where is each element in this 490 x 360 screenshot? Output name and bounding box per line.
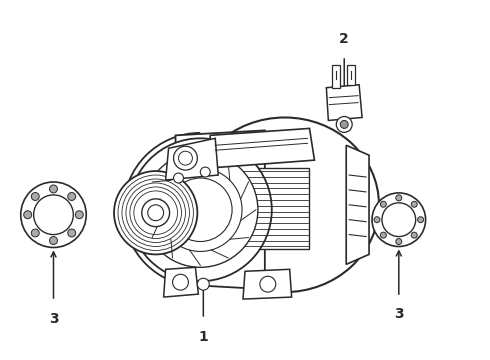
- Polygon shape: [347, 65, 355, 85]
- Polygon shape: [164, 267, 198, 297]
- Circle shape: [142, 199, 170, 227]
- Circle shape: [169, 178, 232, 242]
- Circle shape: [49, 237, 57, 244]
- Circle shape: [411, 232, 417, 238]
- Circle shape: [75, 211, 83, 219]
- Polygon shape: [346, 145, 369, 264]
- Circle shape: [372, 193, 426, 247]
- Circle shape: [178, 151, 193, 165]
- Text: 3: 3: [394, 307, 404, 321]
- Polygon shape: [208, 129, 315, 168]
- Circle shape: [31, 193, 39, 201]
- Text: 2: 2: [340, 32, 349, 46]
- Circle shape: [260, 276, 276, 292]
- Circle shape: [340, 121, 348, 129]
- Circle shape: [411, 201, 417, 207]
- Circle shape: [380, 232, 386, 238]
- Circle shape: [34, 195, 74, 235]
- Circle shape: [396, 195, 402, 201]
- Circle shape: [172, 274, 189, 290]
- Polygon shape: [243, 269, 292, 299]
- Circle shape: [374, 217, 380, 223]
- Polygon shape: [175, 130, 265, 289]
- Circle shape: [68, 229, 75, 237]
- Polygon shape: [332, 65, 340, 88]
- Circle shape: [129, 138, 272, 281]
- Polygon shape: [166, 138, 218, 180]
- Circle shape: [143, 152, 258, 267]
- Circle shape: [68, 193, 75, 201]
- Ellipse shape: [191, 117, 379, 292]
- Text: 3: 3: [49, 312, 58, 326]
- Circle shape: [173, 173, 183, 183]
- Circle shape: [49, 185, 57, 193]
- Circle shape: [336, 117, 352, 132]
- Text: 1: 1: [198, 330, 208, 344]
- Circle shape: [148, 205, 164, 221]
- Circle shape: [380, 201, 386, 207]
- Polygon shape: [210, 168, 310, 249]
- Polygon shape: [326, 85, 362, 121]
- Circle shape: [21, 182, 86, 247]
- Circle shape: [417, 217, 424, 223]
- Circle shape: [159, 168, 242, 251]
- Circle shape: [382, 203, 416, 237]
- Circle shape: [173, 146, 197, 170]
- Circle shape: [197, 278, 209, 290]
- Circle shape: [396, 239, 402, 244]
- Circle shape: [31, 229, 39, 237]
- Circle shape: [114, 171, 197, 255]
- Circle shape: [24, 211, 32, 219]
- Circle shape: [200, 167, 210, 177]
